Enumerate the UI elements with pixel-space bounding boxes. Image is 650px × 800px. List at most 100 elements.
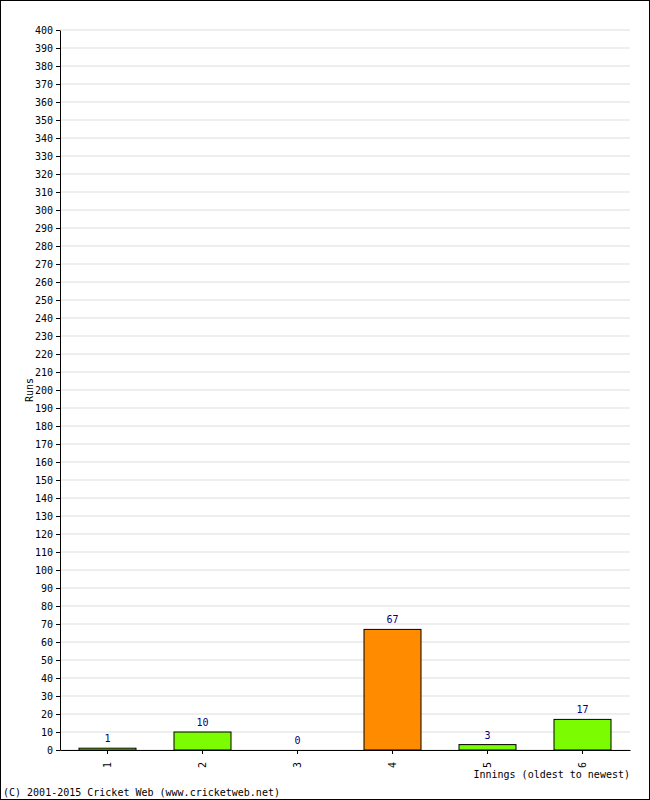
y-tick-mark: [56, 426, 60, 427]
y-tick-mark: [56, 336, 60, 337]
y-tick-mark: [56, 624, 60, 625]
grid-line: [60, 714, 630, 715]
grid-line: [60, 534, 630, 535]
y-tick-mark: [56, 606, 60, 607]
grid-line: [60, 498, 630, 499]
bar: [79, 748, 136, 750]
grid-line: [60, 192, 630, 193]
y-axis: 0102030405060708090100110120130140150160…: [35, 25, 61, 756]
grid-line: [60, 210, 630, 211]
y-tick-mark: [56, 228, 60, 229]
y-tick-mark: [56, 498, 60, 499]
y-tick: 70: [41, 619, 60, 630]
y-tick: 90: [41, 583, 60, 594]
grid-line: [60, 156, 630, 157]
y-tick: 80: [41, 601, 60, 612]
y-tick: 290: [35, 223, 60, 234]
grid-line: [60, 84, 630, 85]
grid-line: [60, 444, 630, 445]
grid-line: [60, 354, 630, 355]
y-tick-label: 360: [35, 97, 53, 108]
grid-line: [60, 264, 630, 265]
x-tick-mark: [392, 750, 393, 754]
grid-line: [60, 624, 630, 625]
y-tick: 380: [35, 61, 60, 72]
y-tick-mark: [56, 30, 60, 31]
grid: [60, 30, 630, 750]
grid-line: [60, 66, 630, 67]
y-tick-mark: [56, 732, 60, 733]
grid-line: [60, 228, 630, 229]
y-tick-label: 190: [35, 403, 53, 414]
y-tick: 240: [35, 313, 60, 324]
x-tick: 5: [482, 750, 493, 768]
y-tick: 150: [35, 475, 60, 486]
y-tick: 300: [35, 205, 60, 216]
y-tick-mark: [56, 444, 60, 445]
y-tick: 100: [35, 565, 60, 576]
y-tick-label: 80: [41, 601, 53, 612]
y-tick-label: 70: [41, 619, 53, 630]
x-tick-mark: [297, 750, 298, 754]
bar: [554, 719, 611, 750]
data-label: 67: [386, 614, 398, 625]
y-tick-label: 280: [35, 241, 53, 252]
data-label: 17: [576, 704, 588, 715]
data-labels: 110067317: [104, 614, 588, 746]
bar: [269, 750, 326, 751]
y-tick-mark: [56, 390, 60, 391]
y-tick-mark: [56, 210, 60, 211]
bar: [364, 629, 421, 750]
annotation: (C) 2001-2015 Cricket Web (www.cricketwe…: [3, 787, 280, 798]
grid-line: [60, 48, 630, 49]
y-tick-mark: [56, 552, 60, 553]
y-tick-label: 400: [35, 25, 53, 36]
y-tick: 250: [35, 295, 60, 306]
y-tick-mark: [56, 102, 60, 103]
y-tick-label: 20: [41, 709, 53, 720]
data-label: 0: [294, 735, 300, 746]
y-tick-label: 170: [35, 439, 53, 450]
y-tick: 190: [35, 403, 60, 414]
y-tick-mark: [56, 660, 60, 661]
y-tick: 370: [35, 79, 60, 90]
y-tick-label: 340: [35, 133, 53, 144]
y-tick-mark: [56, 174, 60, 175]
y-tick-label: 140: [35, 493, 53, 504]
y-tick-label: 200: [35, 385, 53, 396]
x-tick: 3: [292, 750, 303, 768]
y-tick-label: 90: [41, 583, 53, 594]
y-tick-label: 290: [35, 223, 53, 234]
x-tick-label: 1: [102, 762, 113, 768]
grid-line: [60, 660, 630, 661]
y-tick: 360: [35, 97, 60, 108]
grid-line: [60, 426, 630, 427]
y-tick-label: 270: [35, 259, 53, 270]
y-tick: 220: [35, 349, 60, 360]
grid-line: [60, 552, 630, 553]
y-tick: 0: [47, 745, 60, 756]
grid-line: [60, 318, 630, 319]
grid-line: [60, 516, 630, 517]
y-tick-label: 100: [35, 565, 53, 576]
y-tick-mark: [56, 300, 60, 301]
y-tick-label: 260: [35, 277, 53, 288]
y-tick-label: 160: [35, 457, 53, 468]
y-tick-mark: [56, 48, 60, 49]
y-tick-label: 350: [35, 115, 53, 126]
y-tick: 110: [35, 547, 60, 558]
y-tick: 160: [35, 457, 60, 468]
y-tick-mark: [56, 264, 60, 265]
x-axis-title: Innings (oldest to newest): [473, 769, 630, 780]
x-tick: 1: [102, 750, 113, 768]
y-tick-mark: [56, 372, 60, 373]
grid-line: [60, 462, 630, 463]
y-tick: 140: [35, 493, 60, 504]
x-tick: 6: [577, 750, 588, 768]
y-tick: 340: [35, 133, 60, 144]
y-tick-mark: [56, 354, 60, 355]
y-tick: 400: [35, 25, 60, 36]
y-tick-label: 390: [35, 43, 53, 54]
x-tick-mark: [107, 750, 108, 754]
y-tick-mark: [56, 534, 60, 535]
